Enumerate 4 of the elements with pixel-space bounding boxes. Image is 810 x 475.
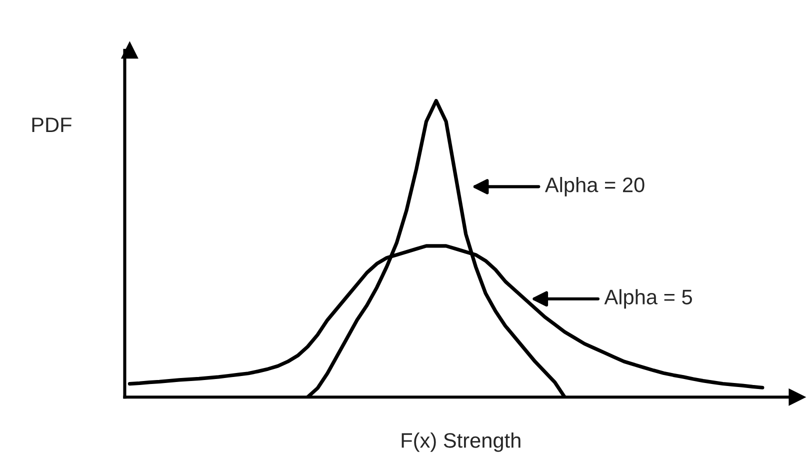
y-axis-title: PDF	[32, 118, 72, 132]
annotation: Alpha = 20	[544, 176, 644, 196]
x-axis-title: F(x) Strength	[402, 432, 520, 452]
annotation: Alpha = 5	[604, 289, 692, 309]
